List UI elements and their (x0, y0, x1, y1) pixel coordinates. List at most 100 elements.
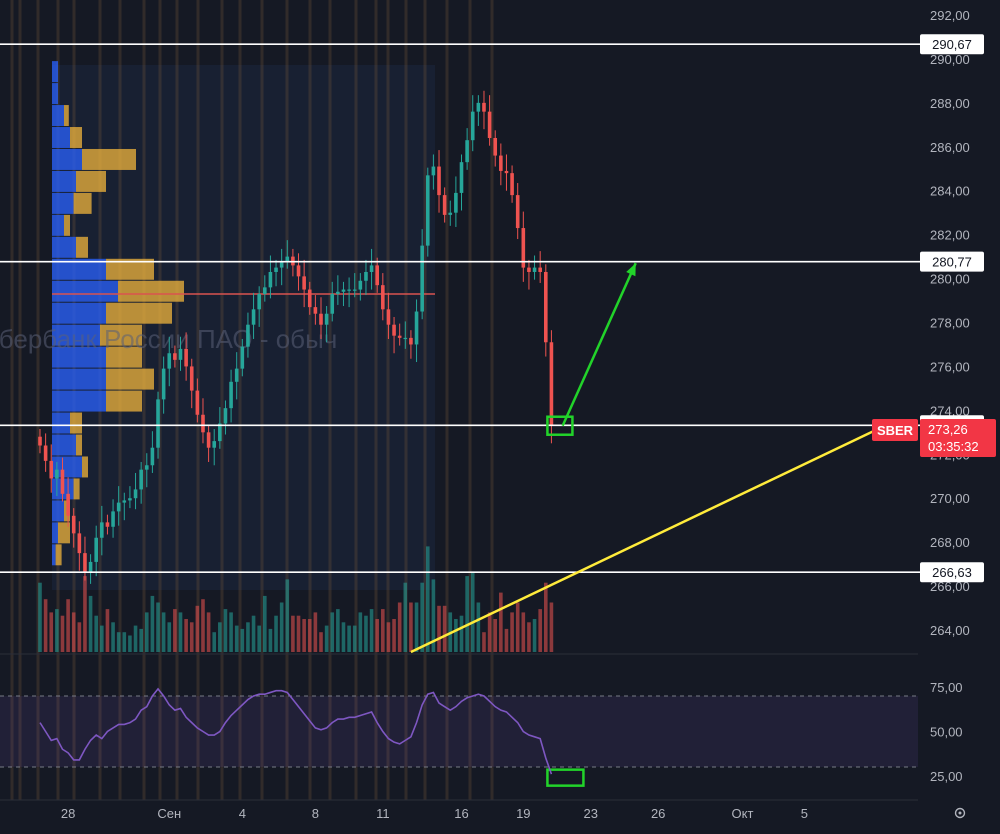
candle-body[interactable] (448, 212, 453, 215)
candle-body[interactable] (263, 287, 267, 294)
candle-body[interactable] (279, 261, 284, 268)
settings-icon[interactable] (954, 807, 966, 819)
candle-body[interactable] (156, 399, 160, 448)
candle-body[interactable] (482, 102, 486, 112)
candle-body[interactable] (549, 342, 554, 426)
time-axis[interactable]: 528Сен481116192326Окт5 (0, 806, 808, 821)
candle-body[interactable] (532, 267, 537, 272)
candle-body[interactable] (88, 561, 93, 573)
candle-body[interactable] (274, 267, 278, 272)
candle-body[interactable] (257, 293, 261, 310)
candle-body[interactable] (246, 324, 250, 347)
candle-body[interactable] (167, 353, 172, 369)
candle-body[interactable] (66, 493, 70, 516)
candle-body[interactable] (403, 337, 408, 340)
candle-body[interactable] (504, 170, 509, 174)
candle-body[interactable] (319, 313, 323, 325)
candle-body[interactable] (49, 460, 54, 479)
candle-body[interactable] (369, 265, 374, 272)
candle-body[interactable] (189, 366, 194, 391)
candle-body[interactable] (161, 368, 166, 400)
candle-body[interactable] (347, 289, 351, 291)
candle-body[interactable] (105, 522, 110, 527)
candle-body[interactable] (425, 175, 430, 246)
highlight-box[interactable] (546, 415, 574, 436)
price-axis[interactable]: 292,00 290,00 288,00 286,00 284,00 282,00 280,… (930, 8, 970, 784)
candle-body[interactable] (521, 228, 526, 268)
candle-body[interactable] (375, 265, 379, 286)
candle-body[interactable] (313, 307, 318, 314)
candle-body[interactable] (77, 533, 82, 554)
candle-body[interactable] (442, 195, 447, 215)
candle-body[interactable] (296, 265, 301, 277)
candle-body[interactable] (206, 432, 211, 448)
candle-body[interactable] (302, 276, 306, 290)
candle-body[interactable] (83, 553, 87, 573)
horizontal-levels[interactable] (0, 43, 930, 574)
candle-body[interactable] (459, 162, 464, 193)
candle-body[interactable] (527, 267, 531, 272)
candle-body[interactable] (437, 166, 441, 196)
candlesticks[interactable] (38, 90, 554, 584)
candle-body[interactable] (268, 271, 273, 288)
candle-body[interactable] (139, 469, 143, 490)
candle-body[interactable] (392, 324, 396, 336)
drawing-annotations[interactable] (410, 262, 884, 787)
candle-body[interactable] (476, 102, 481, 112)
candle-body[interactable] (510, 173, 514, 196)
candle-body[interactable] (234, 368, 239, 382)
candle-body[interactable] (122, 500, 127, 503)
candle-body[interactable] (71, 515, 76, 534)
candle-body[interactable] (38, 436, 42, 446)
candle-body[interactable] (55, 469, 59, 479)
candle-body[interactable] (100, 522, 104, 538)
candle-body[interactable] (454, 192, 458, 213)
candle-body[interactable] (251, 309, 256, 325)
candle-body[interactable] (431, 166, 436, 176)
candle-body[interactable] (240, 346, 245, 369)
candle-body[interactable] (201, 414, 205, 433)
candle-body[interactable] (470, 111, 475, 141)
candle-body[interactable] (330, 293, 335, 314)
candle-body[interactable] (420, 245, 424, 312)
candle-body[interactable] (499, 155, 503, 171)
candle-body[interactable] (144, 465, 149, 470)
candle-body[interactable] (195, 390, 200, 415)
candle-body[interactable] (43, 445, 48, 461)
candle-body[interactable] (133, 489, 138, 499)
candle-body[interactable] (150, 447, 155, 466)
candle-body[interactable] (184, 348, 188, 367)
candle-body[interactable] (465, 140, 469, 163)
candle-body[interactable] (397, 335, 402, 338)
candle-body[interactable] (229, 381, 233, 409)
candle-body[interactable] (414, 311, 419, 345)
candle-body[interactable] (336, 291, 340, 294)
candle-body[interactable] (341, 289, 346, 292)
candle-body[interactable] (493, 138, 498, 156)
candle-body[interactable] (128, 498, 132, 501)
candle-body[interactable] (212, 441, 217, 448)
candle-body[interactable] (358, 280, 363, 290)
candle-body[interactable] (544, 271, 548, 343)
candle-body[interactable] (116, 502, 121, 512)
candle-body[interactable] (409, 337, 413, 345)
candle-body[interactable] (111, 511, 115, 527)
candle-body[interactable] (352, 289, 357, 291)
candle-body[interactable] (324, 313, 329, 325)
candle-body[interactable] (60, 469, 65, 494)
candle-body[interactable] (381, 285, 385, 310)
candle-body[interactable] (178, 348, 183, 360)
candle-body[interactable] (223, 408, 228, 424)
candle-body[interactable] (515, 195, 520, 229)
candle-body[interactable] (218, 423, 222, 442)
candle-body[interactable] (386, 309, 391, 325)
candle-body[interactable] (487, 111, 492, 138)
candle-body[interactable] (285, 256, 290, 261)
yellow-trendline[interactable] (410, 425, 884, 654)
candle-body[interactable] (94, 537, 98, 562)
projection-arrow[interactable] (561, 262, 637, 427)
candle-body[interactable] (538, 267, 542, 272)
candle-body[interactable] (173, 353, 177, 360)
